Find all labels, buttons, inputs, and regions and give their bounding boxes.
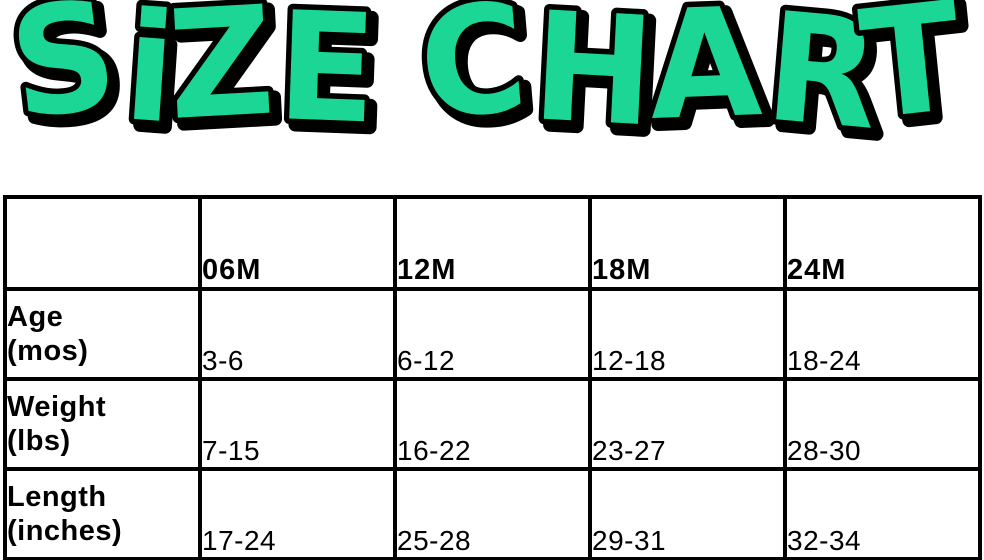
table-cell-age-12m: 6-12 <box>393 287 592 381</box>
column-header-06m: 06M <box>198 195 397 291</box>
table-cell-weight-12m: 16-22 <box>393 377 592 471</box>
row-label-line1: Age <box>7 300 64 333</box>
column-header-12m: 12M <box>393 195 592 291</box>
table-cell-weight-06m: 7-15 <box>198 377 397 471</box>
size-chart-title: SiZE CHART SiZE CHART <box>0 0 982 150</box>
row-label-weight: Weight (lbs) <box>3 377 202 471</box>
size-chart-title-shadow-text: SiZE CHART <box>7 0 975 150</box>
table-header-row: 06M 12M 18M 24M <box>3 195 982 291</box>
row-label-line1: Weight <box>7 390 107 423</box>
table-row-age: Age (mos) 3-6 6-12 12-18 18-24 <box>3 287 982 381</box>
column-header-18m: 18M <box>588 195 787 291</box>
table-cell-age-18m: 12-18 <box>588 287 787 381</box>
row-label-line2: (mos) <box>7 335 89 367</box>
row-label-age: Age (mos) <box>3 287 202 381</box>
table-cell-length-06m: 17-24 <box>198 467 397 560</box>
table-row-weight: Weight (lbs) 7-15 16-22 23-27 28-30 <box>3 377 982 471</box>
table-cell-length-12m: 25-28 <box>393 467 592 560</box>
row-label-line2: (lbs) <box>7 425 71 457</box>
row-label-line1: Length <box>7 480 107 513</box>
row-label-length: Length (inches) <box>3 467 202 560</box>
size-table: 06M 12M 18M 24M Age (mos) 3-6 6-12 12-18… <box>3 195 982 560</box>
table-cell-length-18m: 29-31 <box>588 467 787 560</box>
column-header-24m: 24M <box>783 195 982 291</box>
table-cell-length-24m: 32-34 <box>783 467 982 560</box>
table-cell-weight-24m: 28-30 <box>783 377 982 471</box>
row-label-line2: (inches) <box>7 515 123 547</box>
table-cell-age-06m: 3-6 <box>198 287 397 381</box>
size-chart-title-text: SiZE CHART <box>1 0 969 150</box>
table-cell-weight-18m: 23-27 <box>588 377 787 471</box>
table-row-length: Length (inches) 17-24 25-28 29-31 32-34 <box>3 467 982 560</box>
corner-cell <box>3 195 202 291</box>
table-cell-age-24m: 18-24 <box>783 287 982 381</box>
